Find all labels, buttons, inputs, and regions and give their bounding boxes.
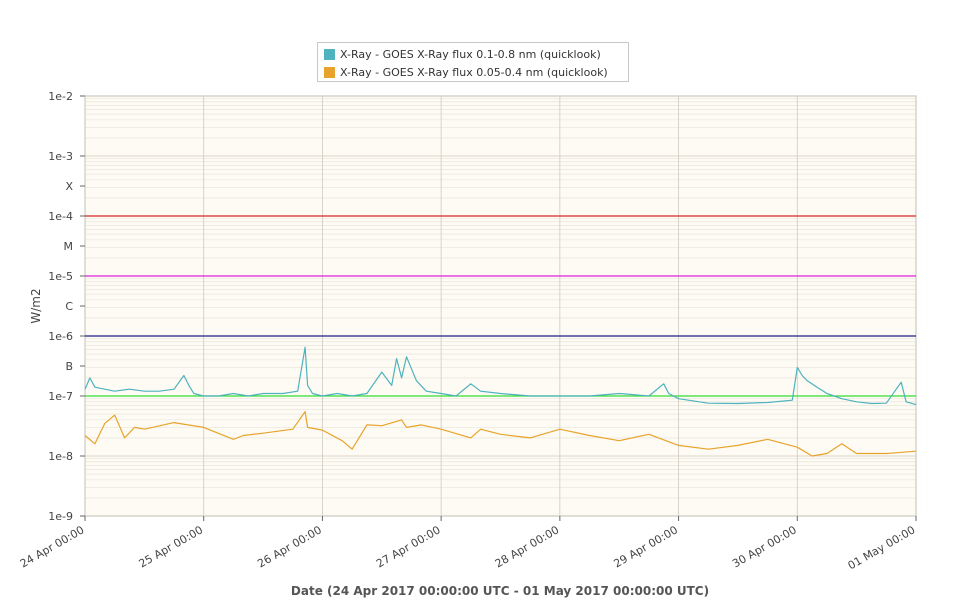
series-line-1 [84, 411, 917, 457]
x-tick-label: 25 Apr 00:00 [137, 523, 206, 570]
y-axis-title: W/m2 [29, 288, 43, 323]
x-axis: 24 Apr 00:00 25 Apr 00:00 26 Apr 00:00 27 A… [18, 516, 918, 572]
y-tick-label: 1e-5 [48, 270, 73, 283]
x-tick-label: 29 Apr 00:00 [611, 523, 680, 570]
y-tick-label: C [65, 300, 73, 313]
y-tick-label: M [64, 240, 74, 253]
legend-swatch-icon [324, 66, 335, 78]
minor-gridlines [85, 98, 916, 499]
y-tick-label: 1e-2 [48, 90, 73, 103]
legend-item-0.05-0.4nm[interactable]: X-Ray - GOES X-Ray flux 0.05-0.4 nm (qui… [324, 64, 608, 80]
reference-lines [85, 215, 916, 397]
x-tick-label: 26 Apr 00:00 [255, 523, 324, 570]
legend-item-0.1-0.8nm[interactable]: X-Ray - GOES X-Ray flux 0.1-0.8 nm (quic… [324, 46, 601, 62]
y-tick-label: 1e-3 [48, 150, 73, 163]
legend: X-Ray - GOES X-Ray flux 0.1-0.8 nm (quic… [317, 42, 629, 82]
x-tick-label: 27 Apr 00:00 [374, 523, 443, 570]
y-tick-label: X [65, 180, 73, 193]
plot-area [84, 95, 917, 517]
x-tick-label: 01 May 00:00 [846, 523, 918, 572]
legend-label: X-Ray - GOES X-Ray flux 0.05-0.4 nm (qui… [340, 65, 608, 79]
series-layer [84, 346, 917, 457]
y-axis: 1e-9 1e-8 1e-7 B 1e-6 C 1e-5 M 1e-4 X 1e-3 1e-2 [48, 90, 85, 523]
x-tick-label: 28 Apr 00:00 [493, 523, 562, 570]
y-tick-label: 1e-8 [48, 450, 73, 463]
legend-label: X-Ray - GOES X-Ray flux 0.1-0.8 nm (quic… [340, 47, 601, 61]
y-tick-label: 1e-4 [48, 210, 73, 223]
x-axis-title: Date (24 Apr 2017 00:00:00 UTC - 01 May … [291, 584, 709, 598]
y-tick-label: 1e-7 [48, 390, 73, 403]
y-tick-label: 1e-6 [48, 330, 73, 343]
legend-swatch-icon [324, 48, 335, 60]
series-line-0 [84, 346, 917, 406]
x-tick-label: 24 Apr 00:00 [18, 523, 87, 570]
y-tick-label: 1e-9 [48, 510, 73, 523]
x-tick-label: 30 Apr 00:00 [730, 523, 799, 570]
y-tick-label: B [65, 360, 73, 373]
